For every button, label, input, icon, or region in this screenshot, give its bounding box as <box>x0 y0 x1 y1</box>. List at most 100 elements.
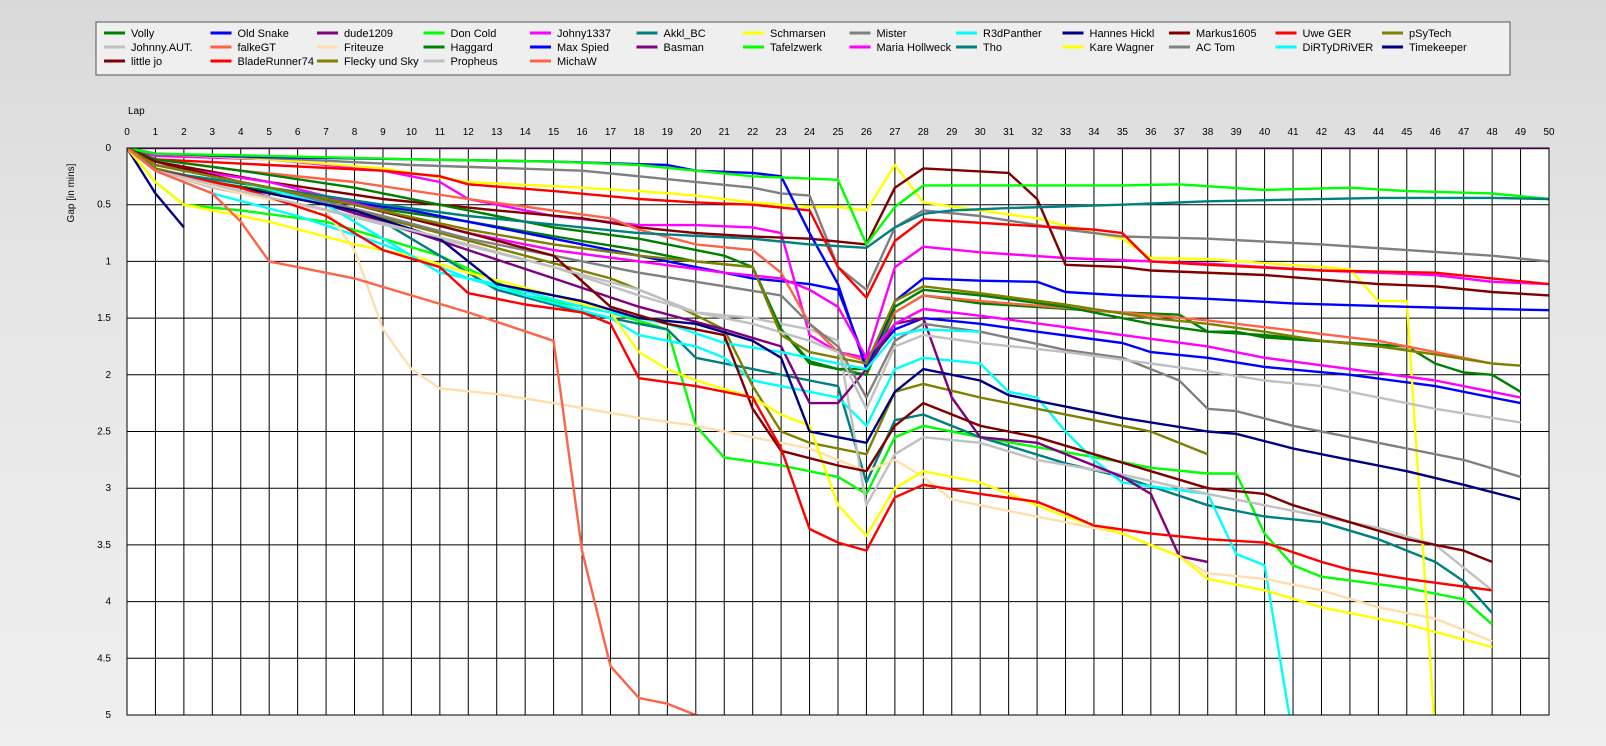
y-tick-label: 1.5 <box>97 313 111 324</box>
legend-label: Schmarsen <box>770 28 826 40</box>
legend-label: R3dPanther <box>983 28 1042 40</box>
y-tick-label: 2.5 <box>97 427 111 438</box>
legend-label: Mister <box>877 28 907 40</box>
x-tick-label: 41 <box>1287 127 1299 138</box>
series-line-6 <box>127 148 1435 715</box>
legend-label: Old Snake <box>238 28 289 40</box>
y-tick-label: 3.5 <box>97 540 111 551</box>
legend-label: little jo <box>131 56 162 68</box>
x-tick-label: 18 <box>633 127 645 138</box>
x-tick-label: 28 <box>918 127 930 138</box>
x-tick-label: 42 <box>1316 127 1328 138</box>
legend-label: Maria Hollweck <box>877 42 952 54</box>
series-layer <box>127 148 1549 715</box>
x-tick-label: 26 <box>861 127 873 138</box>
x-tick-label: 34 <box>1088 127 1100 138</box>
y-tick-label: 3 <box>105 483 111 494</box>
x-tick-label: 50 <box>1543 127 1555 138</box>
legend-label: Friteuze <box>344 42 384 54</box>
legend-label: Uwe GER <box>1303 28 1352 40</box>
x-tick-label: 30 <box>975 127 987 138</box>
x-tick-label: 39 <box>1231 127 1243 138</box>
x-tick-label: 46 <box>1430 127 1442 138</box>
x-tick-label: 16 <box>576 127 588 138</box>
legend-label: BladeRunner74 <box>238 56 314 68</box>
x-tick-label: 10 <box>406 127 418 138</box>
x-tick-label: 20 <box>690 127 702 138</box>
x-tick-label: 48 <box>1487 127 1499 138</box>
x-tick-label: 2 <box>181 127 187 138</box>
series-line-10 <box>127 148 1549 297</box>
x-tick-label: 4 <box>238 127 244 138</box>
y-tick-label: 0.5 <box>97 200 111 211</box>
legend-label: Volly <box>131 28 155 40</box>
x-tick-label: 8 <box>352 127 358 138</box>
y-tick-label: 4 <box>105 597 111 608</box>
series-line-25 <box>127 148 1521 501</box>
legend-label: Haggard <box>451 42 493 54</box>
legend-label: Johnny.AUT. <box>131 42 193 54</box>
legend-label: Kare Wagner <box>1090 42 1155 54</box>
legend-label: Timekeeper <box>1409 42 1467 54</box>
x-tick-label: 25 <box>832 127 844 138</box>
x-tick-label: 13 <box>491 127 503 138</box>
series-line-11 <box>127 148 1549 299</box>
series-line-7 <box>127 148 1549 291</box>
x-tick-label: 9 <box>380 127 386 138</box>
legend-label: Don Cold <box>451 28 497 40</box>
series-line-19 <box>127 148 1549 246</box>
plot-border <box>126 147 1550 716</box>
x-tick-label: 22 <box>747 127 759 138</box>
plot-area <box>126 147 1550 716</box>
y-tick-label: 4.5 <box>97 653 111 664</box>
legend-label: Hannes Hickl <box>1090 28 1155 40</box>
x-tick-labels: 0 1 2 3 4 5 6 7 8 9 10 11 12 13 14 15 16 17 18 19 20 21 22 23 24… <box>124 127 1555 138</box>
x-tick-label: 43 <box>1344 127 1356 138</box>
x-tick-label: 3 <box>210 127 216 138</box>
x-tick-label: 12 <box>463 127 475 138</box>
y-tick-label: 5 <box>105 710 111 721</box>
series-line-27 <box>127 148 1493 592</box>
series-line-12 <box>127 148 1209 456</box>
legend-label: Propheus <box>451 56 499 68</box>
series-line-5 <box>127 148 1493 614</box>
x-tick-label: 19 <box>662 127 674 138</box>
legend-label: Tafelzwerk <box>770 42 822 54</box>
x-tick-label: 1 <box>153 127 159 138</box>
x-tick-label: 21 <box>719 127 731 138</box>
y-tick-labels: 0 0.5 1 1.5 2 2.5 3 3.5 4 4.5 5 <box>97 143 111 721</box>
x-tick-label: 23 <box>776 127 788 138</box>
x-tick-label: 7 <box>323 127 329 138</box>
series-line-29 <box>127 148 1521 424</box>
x-tick-label: 27 <box>889 127 901 138</box>
series-line-16 <box>127 148 1407 371</box>
x-axis-title: Lap <box>128 106 145 117</box>
y-axis-title: Gap [in mins] <box>66 163 77 222</box>
series-line-14 <box>127 148 1493 365</box>
x-tick-label: 14 <box>520 127 532 138</box>
x-tick-label: 40 <box>1259 127 1271 138</box>
y-tick-label: 2 <box>105 370 111 381</box>
series-line-28 <box>127 148 1521 367</box>
y-tick-label: 0 <box>105 143 111 154</box>
series-line-18 <box>127 148 1208 564</box>
series-line-21 <box>127 148 1549 250</box>
x-tick-label: 45 <box>1401 127 1413 138</box>
legend-label: DiRTyDRiVER <box>1303 42 1374 54</box>
x-tick-label: 31 <box>1003 127 1015 138</box>
x-tick-label: 49 <box>1515 127 1527 138</box>
legend-label: Basman <box>664 42 704 54</box>
legend-label: pSyTech <box>1409 28 1451 40</box>
series-line-26 <box>127 148 1493 564</box>
x-tick-label: 15 <box>548 127 560 138</box>
y-tick-label: 1 <box>105 256 111 267</box>
x-tick-label: 35 <box>1117 127 1129 138</box>
legend-label: MichaW <box>557 56 597 68</box>
legend: Volly Old Snake dude1209 Don Cold Johny1337 A… <box>95 21 1511 76</box>
legend-label: AC Tom <box>1196 42 1235 54</box>
legend-label: falkeGT <box>238 42 277 54</box>
x-tick-label: 29 <box>946 127 958 138</box>
series-line-30 <box>127 148 702 715</box>
legend-label: Max Spied <box>557 42 609 54</box>
